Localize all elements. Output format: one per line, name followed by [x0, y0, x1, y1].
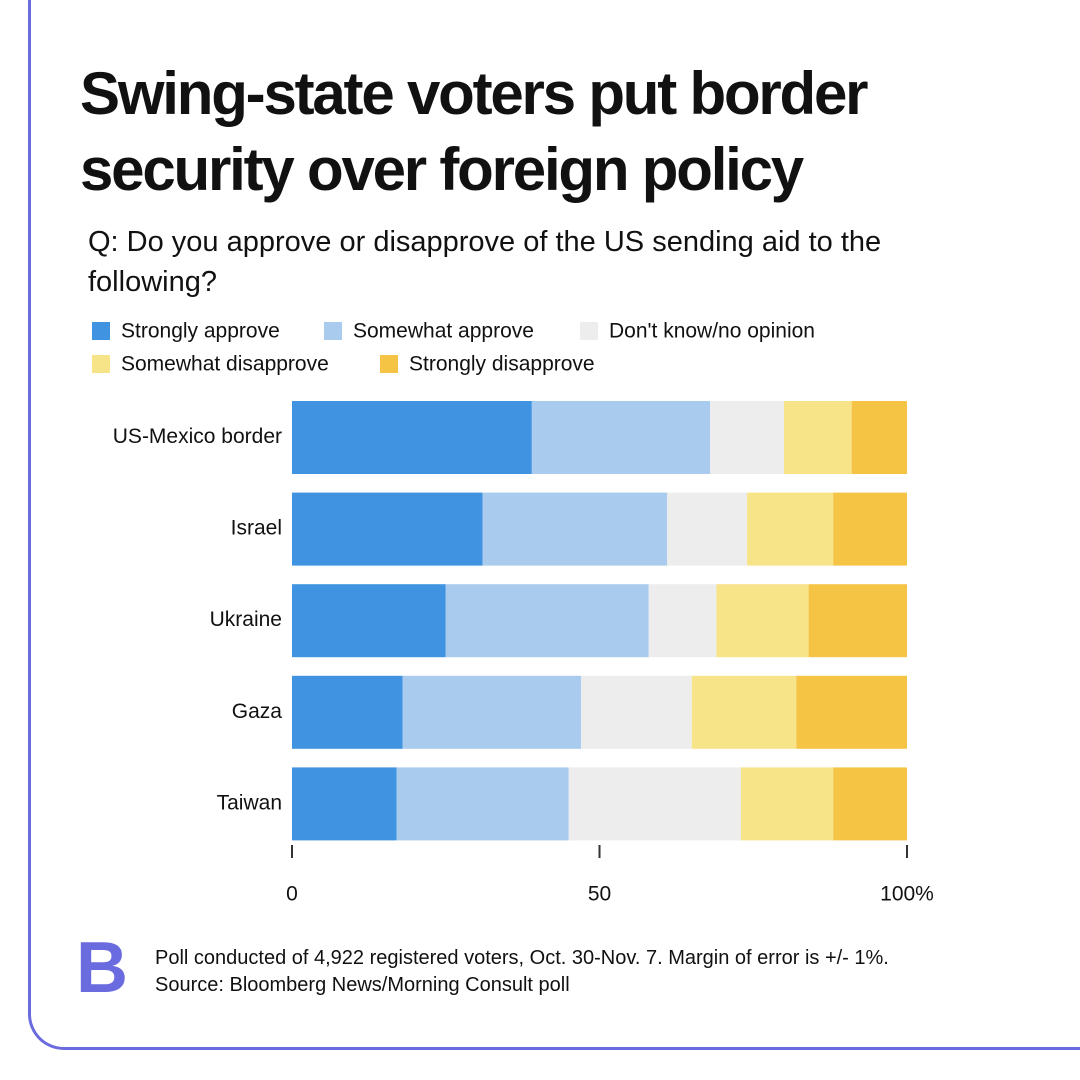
legend-swatch — [580, 322, 598, 340]
bar-segment — [740, 767, 834, 841]
bar-segment — [292, 492, 483, 566]
legend-label: Strongly disapprove — [409, 353, 595, 376]
legend-swatch — [92, 322, 110, 340]
bar-segment — [292, 584, 446, 658]
chart-subtitle: Q: Do you approve or disapprove of the U… — [88, 226, 882, 298]
x-tick-label: 50 — [588, 883, 611, 906]
bar-segment — [445, 584, 649, 658]
logo: B — [76, 928, 128, 1008]
legend-swatch — [92, 355, 110, 373]
source: Source: Bloomberg News/Morning Consult p… — [155, 974, 570, 996]
frame — [28, 0, 1080, 1050]
footnote: Poll conducted of 4,922 registered voter… — [155, 947, 889, 969]
y-tick-label: Gaza — [232, 700, 283, 723]
legend-swatch — [324, 322, 342, 340]
y-tick-label: Israel — [231, 517, 282, 540]
bar-segment — [292, 767, 397, 841]
bar-segment — [531, 401, 711, 474]
bar-segment — [292, 675, 403, 749]
bar-segment — [292, 401, 532, 474]
chart: Strongly approve Somewhat approve Don't kn… — [92, 320, 934, 906]
legend-label: Somewhat disapprove — [121, 353, 329, 376]
bar-segment — [402, 675, 582, 749]
bar-segment — [482, 492, 668, 566]
bar-segment — [796, 675, 907, 749]
bar-segment — [851, 401, 907, 474]
bar-segment — [716, 584, 809, 658]
y-tick-label: US-Mexico border — [113, 425, 282, 448]
bar-segment — [568, 767, 741, 841]
y-tick-label: Ukraine — [210, 608, 282, 631]
chart-title: Swing-state voters put border security o… — [80, 60, 869, 203]
bar-segment — [747, 492, 834, 566]
bar-segment — [667, 492, 748, 566]
bar-segment — [396, 767, 569, 841]
legend-label: Strongly approve — [121, 320, 280, 343]
bar-segment — [581, 675, 692, 749]
bar-segment — [808, 584, 907, 658]
x-tick-label: 0 — [286, 883, 298, 906]
bar-segment — [710, 401, 784, 474]
bar-segment — [784, 401, 852, 474]
y-tick-label: Taiwan — [217, 791, 282, 814]
bar-segment — [833, 492, 907, 566]
bar-segment — [833, 767, 907, 841]
legend-swatch — [380, 355, 398, 373]
legend-label: Don't know/no opinion — [609, 320, 815, 343]
x-tick-label: 100% — [880, 883, 934, 906]
legend-label: Somewhat approve — [353, 320, 534, 343]
bar-segment — [648, 584, 717, 658]
bar-segment — [691, 675, 797, 749]
